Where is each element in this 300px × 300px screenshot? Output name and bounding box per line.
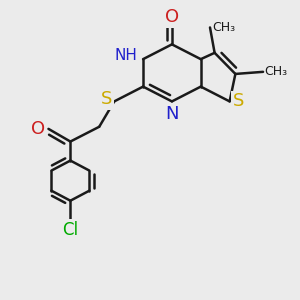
Text: Cl: Cl [62,221,78,239]
Text: S: S [233,92,244,110]
Text: N: N [165,105,179,123]
Text: CH₃: CH₃ [212,21,236,34]
Text: S: S [100,90,112,108]
Text: O: O [165,8,179,26]
Text: NH: NH [114,49,137,64]
Text: CH₃: CH₃ [264,65,287,78]
Text: O: O [31,120,45,138]
